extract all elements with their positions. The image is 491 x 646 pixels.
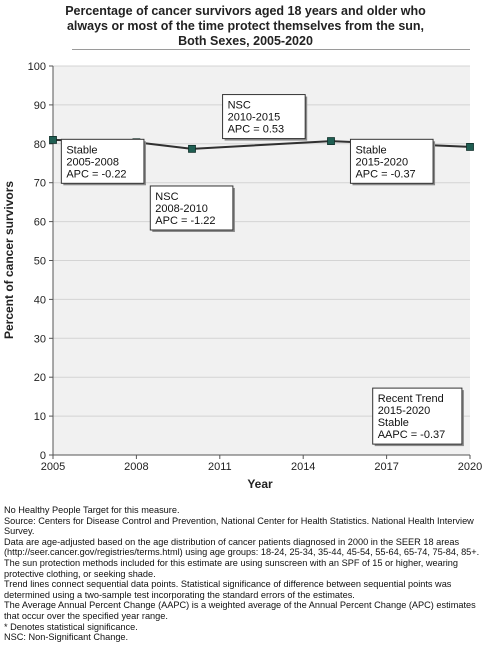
annotation-line: 2005-2008	[66, 156, 119, 168]
y-tick-label: 60	[34, 217, 46, 229]
annotation-line: NSC	[228, 100, 251, 112]
annotation-box	[222, 94, 306, 140]
y-tick-label: 0	[40, 450, 46, 462]
annotation-line: APC = -0.22	[66, 168, 126, 180]
footnote-trend-lines: Trend lines connect sequential data poin…	[4, 579, 452, 600]
data-point	[327, 137, 335, 145]
y-tick-label: 20	[34, 372, 46, 384]
annotation-box	[349, 138, 434, 184]
gridlines	[53, 65, 470, 417]
y-tick-label: 40	[34, 294, 46, 306]
y-axis-label: Percent of cancer survivors	[2, 181, 16, 339]
annotation-line: 2015-2020	[355, 156, 408, 168]
chart-title-line-1: Percentage of cancer survivors aged 18 y…	[65, 4, 426, 18]
x-axis-label: Year	[247, 477, 273, 491]
annotation-box	[60, 138, 145, 184]
annotation-line: APC = 0.53	[228, 124, 285, 136]
annotation-line: 2010-2015	[228, 112, 281, 124]
annotation-line: AAPC = -0.37	[378, 429, 446, 441]
x-tick-label: 2008	[124, 461, 148, 473]
y-tick-label: 100	[28, 61, 46, 73]
x-tick-label: 2005	[41, 461, 65, 473]
footnotes: No Healthy People Target for this measur…	[4, 505, 488, 643]
annotation-line: 2008-2010	[155, 203, 208, 215]
title-divider	[72, 49, 470, 50]
y-tick-label: 30	[34, 333, 46, 345]
footnote-methods: The sun protection methods included for …	[4, 557, 459, 579]
chart-title-line-3: Both Sexes, 2005-2020	[178, 34, 313, 48]
annotation-box	[372, 387, 463, 445]
y-tick-label: 50	[34, 256, 46, 268]
annotation-line: NSC	[155, 191, 178, 203]
x-tick-label: 2017	[374, 461, 398, 473]
annotation-line: APC = -1.22	[155, 215, 215, 227]
chart-title-line-2: always or most of the time protect thems…	[66, 19, 425, 33]
annotation-line: Recent Trend	[378, 393, 444, 405]
annotation-line: APC = -0.37	[355, 168, 415, 180]
footnote-target: No Healthy People Target for this measur…	[4, 505, 180, 515]
annotation-box	[149, 185, 234, 231]
x-tick-label: 2011	[208, 461, 232, 473]
annotation-line: 2015-2020	[378, 405, 431, 417]
data-point	[49, 136, 57, 144]
x-tick-label: 2014	[291, 461, 315, 473]
chart-title: Percentage of cancer survivors aged 18 y…	[40, 4, 451, 49]
data-point	[188, 144, 196, 153]
annotation-line: Stable	[355, 144, 386, 156]
footnote-source: Source: Centers for Disease Control and …	[4, 515, 474, 537]
footnote-aapc: The Average Annual Percent Change (AAPC)…	[4, 600, 476, 621]
annotation-line: Stable	[378, 417, 409, 429]
footnote-significance: * Denotes statistical significance.	[4, 621, 138, 632]
data-point	[466, 143, 474, 151]
y-axis-ticks: 0 10 20 30 40 50 60 70 80 90 100	[28, 61, 53, 462]
annotation-line: Stable	[66, 144, 97, 156]
y-tick-label: 70	[34, 178, 46, 190]
y-tick-label: 80	[34, 139, 46, 151]
footnote-age-adjusted: Data are age-adjusted based on the age d…	[4, 536, 480, 558]
x-axis-ticks: 2005 2008 2011 2014 2017 2020	[41, 455, 482, 473]
y-tick-label: 90	[34, 100, 46, 112]
y-tick-label: 10	[34, 411, 46, 423]
x-tick-label: 2020	[458, 461, 482, 473]
footnote-nsc: NSC: Non-Significant Change.	[4, 632, 129, 643]
